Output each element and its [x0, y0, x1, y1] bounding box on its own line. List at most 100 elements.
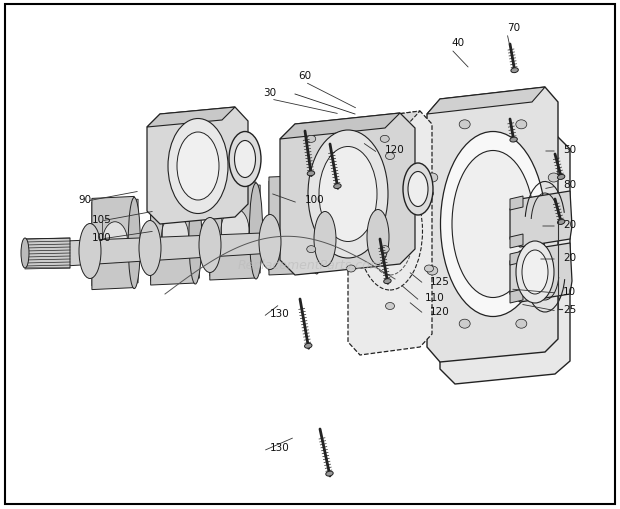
Ellipse shape	[476, 171, 486, 178]
Ellipse shape	[440, 132, 546, 317]
Ellipse shape	[380, 246, 389, 253]
Ellipse shape	[259, 215, 281, 270]
Ellipse shape	[384, 279, 391, 284]
Polygon shape	[316, 177, 365, 263]
Ellipse shape	[334, 184, 341, 189]
Ellipse shape	[460, 178, 550, 337]
Ellipse shape	[199, 218, 221, 273]
Ellipse shape	[304, 344, 312, 349]
Ellipse shape	[102, 222, 128, 263]
Text: 100: 100	[305, 194, 325, 205]
Polygon shape	[510, 243, 572, 302]
Polygon shape	[210, 186, 260, 276]
Text: 110: 110	[425, 293, 445, 302]
Ellipse shape	[427, 174, 438, 183]
Polygon shape	[147, 108, 248, 224]
Ellipse shape	[189, 190, 202, 285]
Polygon shape	[510, 191, 572, 247]
Polygon shape	[440, 135, 570, 384]
Ellipse shape	[425, 266, 433, 272]
Ellipse shape	[452, 151, 534, 298]
Ellipse shape	[557, 175, 565, 180]
Ellipse shape	[347, 266, 355, 272]
Ellipse shape	[459, 320, 470, 328]
Text: 125: 125	[430, 276, 450, 287]
Ellipse shape	[551, 292, 560, 300]
Ellipse shape	[548, 174, 559, 183]
Ellipse shape	[524, 337, 534, 345]
Text: 80: 80	[563, 180, 576, 190]
Ellipse shape	[326, 471, 333, 476]
Ellipse shape	[427, 267, 438, 275]
Polygon shape	[92, 200, 138, 286]
Polygon shape	[510, 251, 523, 266]
Text: 10: 10	[563, 287, 576, 296]
Text: 90: 90	[78, 194, 91, 205]
Ellipse shape	[249, 184, 263, 279]
Ellipse shape	[450, 292, 459, 300]
Polygon shape	[440, 135, 555, 158]
Text: ReplacementParts.com: ReplacementParts.com	[237, 258, 383, 271]
Text: 40: 40	[451, 38, 464, 48]
Ellipse shape	[229, 132, 261, 187]
Ellipse shape	[281, 202, 309, 247]
Text: 25: 25	[563, 304, 576, 315]
Polygon shape	[348, 112, 432, 355]
Polygon shape	[510, 235, 523, 248]
Ellipse shape	[386, 153, 394, 160]
Ellipse shape	[425, 191, 433, 197]
Polygon shape	[427, 88, 558, 362]
Polygon shape	[427, 88, 545, 115]
Polygon shape	[151, 189, 195, 286]
Ellipse shape	[234, 141, 255, 178]
Text: 130: 130	[270, 442, 290, 452]
Ellipse shape	[386, 303, 394, 310]
Text: 120: 120	[385, 145, 405, 155]
Ellipse shape	[459, 121, 470, 130]
Ellipse shape	[327, 199, 353, 241]
Ellipse shape	[307, 246, 316, 253]
Ellipse shape	[408, 172, 428, 207]
Polygon shape	[280, 114, 400, 140]
Ellipse shape	[319, 147, 377, 242]
Ellipse shape	[308, 172, 315, 177]
Text: 20: 20	[563, 219, 576, 230]
Ellipse shape	[403, 164, 433, 216]
Ellipse shape	[367, 210, 389, 265]
Polygon shape	[269, 179, 321, 271]
Text: 20: 20	[563, 252, 576, 263]
Polygon shape	[65, 229, 385, 267]
Text: 130: 130	[270, 308, 290, 318]
Ellipse shape	[21, 239, 29, 268]
Polygon shape	[151, 192, 200, 281]
Ellipse shape	[516, 320, 527, 328]
Ellipse shape	[476, 337, 486, 345]
Text: 100: 100	[92, 233, 112, 242]
Ellipse shape	[79, 224, 101, 279]
Ellipse shape	[128, 198, 140, 289]
Polygon shape	[269, 176, 317, 275]
Ellipse shape	[168, 119, 228, 214]
Polygon shape	[147, 108, 235, 128]
Polygon shape	[280, 114, 415, 275]
Polygon shape	[348, 112, 420, 133]
Text: 60: 60	[298, 71, 311, 81]
Polygon shape	[316, 174, 360, 267]
Text: 30: 30	[263, 88, 276, 98]
Ellipse shape	[161, 215, 188, 258]
Ellipse shape	[522, 250, 548, 294]
Ellipse shape	[139, 221, 161, 276]
Ellipse shape	[524, 171, 534, 178]
Text: 105: 105	[92, 215, 112, 224]
Polygon shape	[210, 183, 256, 280]
Ellipse shape	[516, 121, 527, 130]
Ellipse shape	[307, 136, 316, 143]
Ellipse shape	[548, 267, 559, 275]
Polygon shape	[25, 239, 70, 268]
Ellipse shape	[470, 195, 540, 320]
Ellipse shape	[310, 177, 324, 274]
Polygon shape	[510, 196, 523, 211]
Text: 70: 70	[507, 23, 520, 33]
Ellipse shape	[511, 69, 518, 73]
Text: 120: 120	[430, 306, 450, 317]
